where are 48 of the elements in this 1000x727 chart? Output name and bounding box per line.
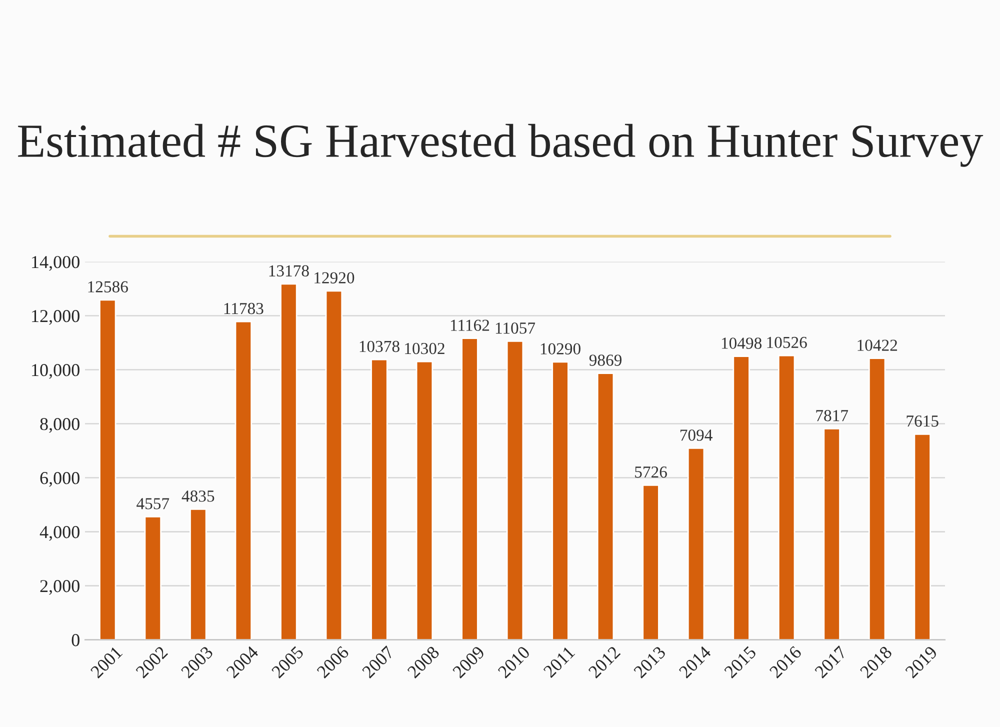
data-label: 5726 bbox=[635, 466, 667, 478]
data-label: 10422 bbox=[858, 340, 898, 351]
bar bbox=[506, 340, 524, 640]
data-label: 12920 bbox=[314, 272, 354, 284]
bar bbox=[416, 360, 434, 640]
data-label: 4557 bbox=[136, 498, 170, 510]
bar bbox=[190, 508, 207, 640]
data-label: 7094 bbox=[680, 430, 712, 441]
data-label: 9869 bbox=[589, 354, 622, 366]
data-label: 10526 bbox=[767, 336, 807, 348]
data-label: 10498 bbox=[722, 338, 762, 349]
data-label: 7817 bbox=[816, 410, 848, 422]
data-label: 10302 bbox=[405, 342, 444, 354]
y-tick-label: 10,000 bbox=[32, 364, 80, 379]
bar bbox=[868, 358, 886, 640]
bar bbox=[642, 484, 660, 640]
data-label: 11162 bbox=[450, 320, 490, 331]
bar bbox=[914, 433, 931, 640]
bar bbox=[144, 516, 162, 640]
data-label: 13178 bbox=[269, 265, 309, 276]
bar bbox=[234, 320, 252, 640]
data-label: 7615 bbox=[906, 415, 938, 427]
bar bbox=[280, 283, 298, 640]
bar bbox=[732, 356, 750, 640]
bar bbox=[99, 299, 116, 640]
data-label: 10290 bbox=[540, 343, 580, 354]
data-label: 10378 bbox=[360, 340, 400, 352]
bar bbox=[552, 361, 569, 640]
bar bbox=[325, 290, 343, 640]
bar bbox=[596, 372, 614, 640]
chart-title: Estimated # SG Harvested based on Hunter Survey bbox=[18, 124, 984, 167]
y-tick-label: 0 bbox=[72, 634, 80, 646]
bar bbox=[461, 338, 478, 640]
y-tick-label: 8,000 bbox=[40, 418, 80, 433]
bar bbox=[370, 358, 388, 640]
bar bbox=[823, 428, 840, 640]
y-tick-label: 12,000 bbox=[32, 310, 80, 325]
data-label: 12586 bbox=[88, 281, 128, 292]
x-tick-label: 2011 bbox=[542, 646, 576, 678]
data-label: 11783 bbox=[224, 302, 264, 314]
y-tick-label: 2,000 bbox=[40, 580, 80, 595]
data-label: 11057 bbox=[496, 322, 536, 334]
y-tick-label: 4,000 bbox=[40, 526, 80, 541]
y-tick-label: 14,000 bbox=[32, 256, 80, 271]
data-label: 4835 bbox=[182, 490, 214, 502]
bar bbox=[687, 448, 705, 640]
bar bbox=[778, 354, 796, 640]
y-tick-label: 6,000 bbox=[40, 472, 80, 487]
